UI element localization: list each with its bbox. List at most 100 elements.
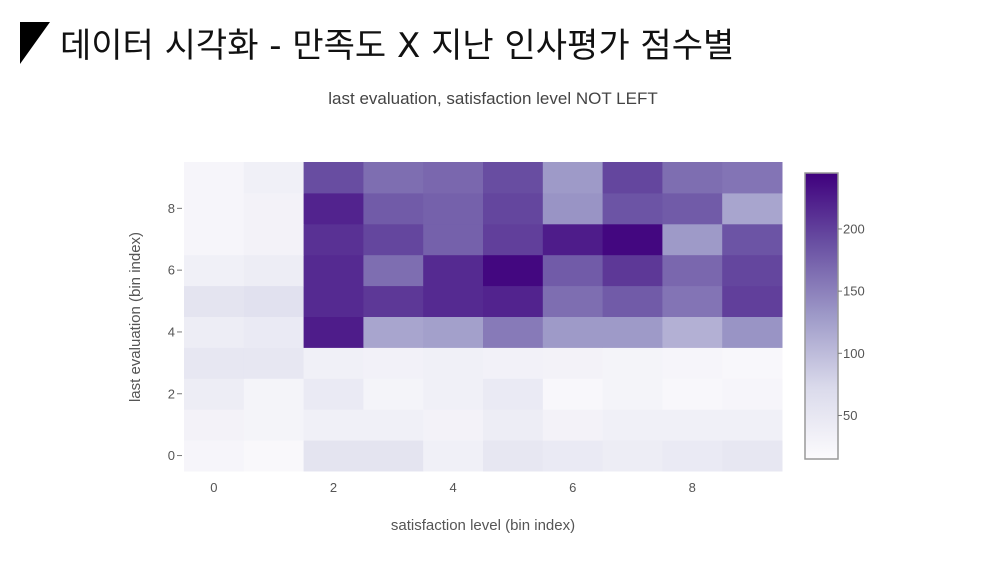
heatmap-cell [722, 254, 783, 287]
heatmap-cell [542, 378, 604, 410]
colorbar-tick-label: 150 [843, 284, 865, 299]
heatmap-cell [602, 192, 663, 225]
heatmap-cell [542, 316, 604, 348]
heatmap-cell [303, 409, 364, 441]
heatmap-cell [423, 254, 484, 287]
heatmap-cell [542, 192, 604, 225]
heatmap-cell [303, 378, 364, 410]
heatmap-cell [303, 223, 364, 256]
heatmap-cell [662, 409, 723, 441]
heatmap-cell [602, 316, 663, 348]
heatmap-cell [303, 192, 364, 225]
x-axis-label: satisfaction level (bin index) [391, 517, 575, 534]
corner-triangle-icon [20, 21, 50, 64]
colorbar-tick-label: 50 [843, 408, 857, 423]
heatmap-cell [423, 285, 484, 317]
heatmap-cell [184, 409, 245, 441]
heatmap-cell [423, 409, 484, 441]
heatmap-cell [722, 409, 783, 441]
y-tick-label: 4 [168, 324, 175, 339]
heatmap-cell [662, 440, 723, 472]
heatmap-cell [184, 192, 245, 225]
heatmap-cell [184, 162, 245, 194]
heatmap-cell [363, 223, 424, 256]
heatmap-cell [483, 162, 544, 194]
heatmap-cell [423, 223, 484, 256]
heatmap-cell [303, 440, 364, 472]
heatmap-cell [542, 223, 604, 256]
heatmap-cell [243, 254, 305, 287]
heatmap-cell [602, 409, 663, 441]
heatmap-cell [662, 162, 723, 194]
heatmap-cell [662, 316, 723, 348]
heatmap-cell [363, 316, 424, 348]
heatmap-cell [722, 162, 783, 194]
heatmap-cell [363, 440, 424, 472]
y-tick-label: 2 [168, 386, 175, 401]
heatmap-cell [662, 347, 723, 379]
heatmap-cell [483, 409, 544, 441]
heatmap-cell [722, 285, 783, 317]
heatmap-cell [483, 347, 544, 379]
heatmap-cell [602, 223, 663, 256]
heatmap-cell [483, 192, 544, 225]
colorbar-tick-label: 200 [843, 221, 865, 236]
heatmap-cell [184, 378, 245, 410]
heatmap-cell [722, 440, 783, 472]
heatmap-cell [483, 440, 544, 472]
heatmap-cell [483, 285, 544, 317]
heatmap-cell [542, 162, 604, 194]
heatmap-cell [542, 347, 604, 379]
heatmap-cell [423, 440, 484, 472]
heatmap-cell [722, 316, 783, 348]
heatmap-cell [303, 316, 364, 348]
heatmap-cell [423, 162, 484, 194]
heatmap-cell [722, 347, 783, 379]
heatmap-cell [483, 316, 544, 348]
heatmap-cell [184, 223, 245, 256]
heatmap-cell [662, 254, 723, 287]
heatmap-cell [722, 378, 783, 410]
x-tick-label: 4 [449, 480, 456, 495]
heatmap-cell [363, 347, 424, 379]
heatmap-cell [483, 378, 544, 410]
heatmap-cell [423, 378, 484, 410]
x-axis-ticks: 0 2 4 6 8 [210, 480, 696, 495]
heatmap-cell [363, 285, 424, 317]
heatmap-cell [662, 285, 723, 317]
heatmap-cell [602, 254, 663, 287]
x-tick-label: 2 [330, 480, 337, 495]
heatmap-cell [243, 347, 305, 379]
heatmap-cell [423, 347, 484, 379]
slide-title: 데이터 시각화 - 만족도 X 지난 인사평가 점수별 [60, 26, 735, 66]
heatmap-cell [542, 409, 604, 441]
heatmap-cell [303, 162, 364, 194]
heatmap-cell [243, 409, 305, 441]
y-tick-label: 0 [168, 448, 175, 463]
heatmap-cell [722, 192, 783, 225]
heatmap-cell [542, 254, 604, 287]
heatmap-cell [184, 254, 245, 287]
heatmap-cell [363, 378, 424, 410]
colorbar-ticks: 50 100 150 200 [838, 221, 865, 423]
heatmap-cell [602, 162, 663, 194]
heatmap-cell [243, 223, 305, 256]
heatmap-cell [483, 223, 544, 256]
heatmap-cell [542, 440, 604, 472]
heatmap-cell [423, 192, 484, 225]
heatmap-cell [483, 254, 544, 287]
heatmap-cell [602, 285, 663, 317]
heatmap-cells [184, 162, 783, 472]
colorbar [804, 172, 839, 460]
heatmap-cell [303, 347, 364, 379]
y-axis-label: last evaluation (bin index) [127, 232, 144, 402]
heatmap-cell [243, 162, 305, 194]
heatmap-cell [662, 192, 723, 225]
heatmap-cell [722, 223, 783, 256]
x-tick-label: 6 [569, 480, 576, 495]
heatmap-cell [243, 316, 305, 348]
heatmap-cell [363, 192, 424, 225]
heatmap-cell [423, 316, 484, 348]
heatmap-cell [363, 162, 424, 194]
